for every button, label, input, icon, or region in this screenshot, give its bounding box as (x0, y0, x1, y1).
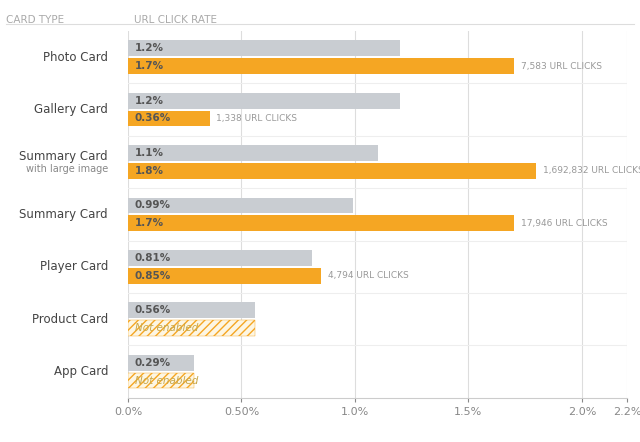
Text: URL CLICK RATE: URL CLICK RATE (134, 15, 218, 26)
Bar (128, 93, 400, 108)
Text: 0.29%: 0.29% (135, 358, 171, 368)
Text: Photo Card: Photo Card (43, 51, 108, 64)
Text: 4,794 URL CLICKS: 4,794 URL CLICKS (328, 271, 408, 280)
Bar (128, 355, 194, 370)
Text: Not enabled: Not enabled (135, 323, 198, 333)
Text: 1.8%: 1.8% (135, 166, 164, 176)
Text: Player Card: Player Card (40, 260, 108, 273)
Text: Product Card: Product Card (32, 312, 108, 326)
Bar (128, 58, 514, 74)
Text: 0.56%: 0.56% (135, 305, 171, 315)
Bar (128, 198, 353, 213)
Text: 1.1%: 1.1% (135, 148, 164, 158)
Text: 1.2%: 1.2% (135, 43, 164, 53)
Bar (128, 268, 321, 284)
Text: 1.7%: 1.7% (135, 61, 164, 71)
Text: 1.2%: 1.2% (135, 95, 164, 106)
Text: 1.7%: 1.7% (135, 218, 164, 228)
Text: 1,338 URL CLICKS: 1,338 URL CLICKS (216, 114, 298, 123)
Text: 0.85%: 0.85% (135, 271, 171, 281)
Text: Gallery Card: Gallery Card (34, 103, 108, 116)
Bar (128, 320, 255, 336)
Text: CARD TYPE: CARD TYPE (6, 15, 65, 26)
Text: 1,692,832 URL CLICKS: 1,692,832 URL CLICKS (543, 166, 640, 175)
Text: 0.36%: 0.36% (135, 114, 171, 123)
Text: App Card: App Card (54, 365, 108, 378)
Bar (128, 40, 400, 56)
Bar (128, 373, 194, 389)
Text: with large image: with large image (26, 164, 108, 174)
Bar (128, 215, 514, 231)
Text: Summary Card: Summary Card (19, 208, 108, 221)
Text: Summary Card: Summary Card (19, 150, 108, 163)
Bar (128, 163, 536, 179)
Text: 17,946 URL CLICKS: 17,946 URL CLICKS (520, 219, 607, 228)
Text: 0.99%: 0.99% (135, 201, 171, 210)
Text: 7,583 URL CLICKS: 7,583 URL CLICKS (520, 61, 602, 71)
Bar (128, 145, 378, 161)
Bar (128, 302, 255, 318)
Text: 0.81%: 0.81% (135, 253, 171, 263)
Bar (128, 110, 210, 126)
Text: Not enabled: Not enabled (135, 376, 198, 385)
Bar (128, 250, 312, 266)
